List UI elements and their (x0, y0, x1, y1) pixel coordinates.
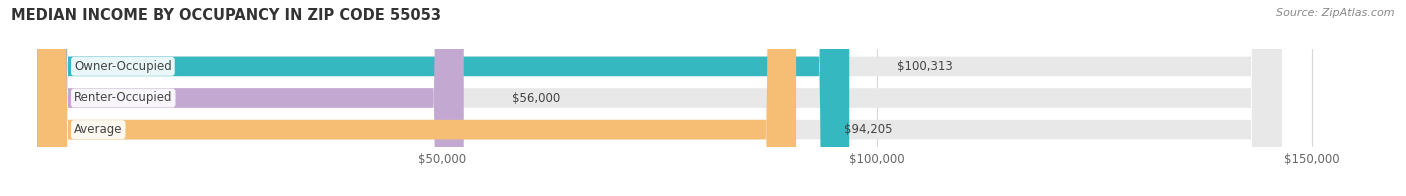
FancyBboxPatch shape (38, 0, 1281, 196)
Text: Renter-Occupied: Renter-Occupied (75, 92, 173, 104)
FancyBboxPatch shape (38, 0, 796, 196)
FancyBboxPatch shape (38, 0, 1281, 196)
Text: Source: ZipAtlas.com: Source: ZipAtlas.com (1277, 8, 1395, 18)
Text: Owner-Occupied: Owner-Occupied (75, 60, 172, 73)
Text: $94,205: $94,205 (844, 123, 893, 136)
Text: Average: Average (75, 123, 122, 136)
FancyBboxPatch shape (38, 0, 464, 196)
Text: $100,313: $100,313 (897, 60, 953, 73)
Text: $56,000: $56,000 (512, 92, 560, 104)
FancyBboxPatch shape (38, 0, 1281, 196)
FancyBboxPatch shape (38, 0, 849, 196)
Text: MEDIAN INCOME BY OCCUPANCY IN ZIP CODE 55053: MEDIAN INCOME BY OCCUPANCY IN ZIP CODE 5… (11, 8, 441, 23)
